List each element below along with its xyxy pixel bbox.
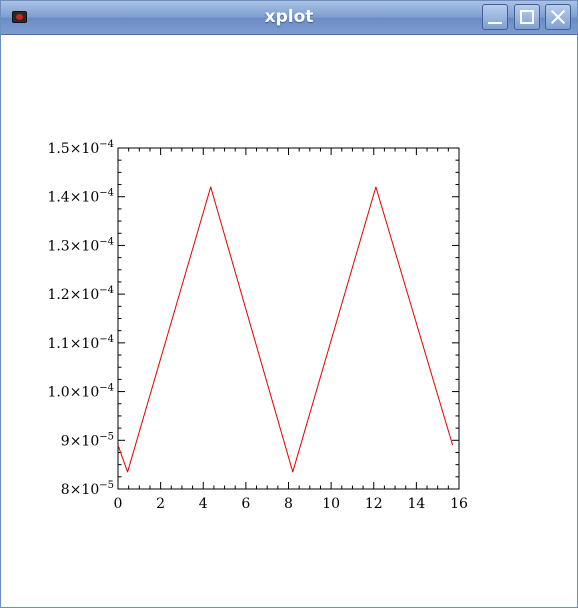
y-tick-label: 1.1×10−4 xyxy=(47,334,114,352)
maximize-icon[interactable] xyxy=(514,4,540,30)
close-icon[interactable] xyxy=(545,4,571,30)
y-tick-label: 1.3×10−4 xyxy=(47,236,114,254)
y-tick-label: 1.2×10−4 xyxy=(47,285,114,303)
plot-axes xyxy=(117,147,460,490)
x-tick-label: 12 xyxy=(365,496,383,512)
y-tick-label: 9×10−5 xyxy=(61,431,114,449)
x-tick-label: 10 xyxy=(322,496,340,512)
x-tick-label: 0 xyxy=(114,496,123,512)
window-title: xplot xyxy=(264,7,314,27)
x-tick-label: 14 xyxy=(407,496,425,512)
plot-frame xyxy=(117,147,460,490)
y-tick-label: 1.5×10−4 xyxy=(47,139,114,157)
x-tick-label: 4 xyxy=(199,496,208,512)
tick-labels: 0 2 4 6 8 10 12 14 16 8×10−5 9×10−5 1.0×10−4 1.1×10−… xyxy=(47,139,468,512)
plot-series xyxy=(117,186,454,473)
x-tick-label: 6 xyxy=(241,496,250,512)
x-tick-label: 16 xyxy=(450,496,468,512)
y-tick-label: 1.0×10−4 xyxy=(47,383,114,401)
x-tick-label: 2 xyxy=(156,496,165,512)
series-line xyxy=(117,186,454,473)
y-tick-label: 8×10−5 xyxy=(61,480,114,498)
x-tick-label: 8 xyxy=(284,496,293,512)
minimize-icon[interactable] xyxy=(482,4,508,30)
y-tick-label: 1.4×10−4 xyxy=(47,188,114,206)
app-icon[interactable] xyxy=(12,11,27,23)
title-bar[interactable]: xplot xyxy=(1,1,577,35)
